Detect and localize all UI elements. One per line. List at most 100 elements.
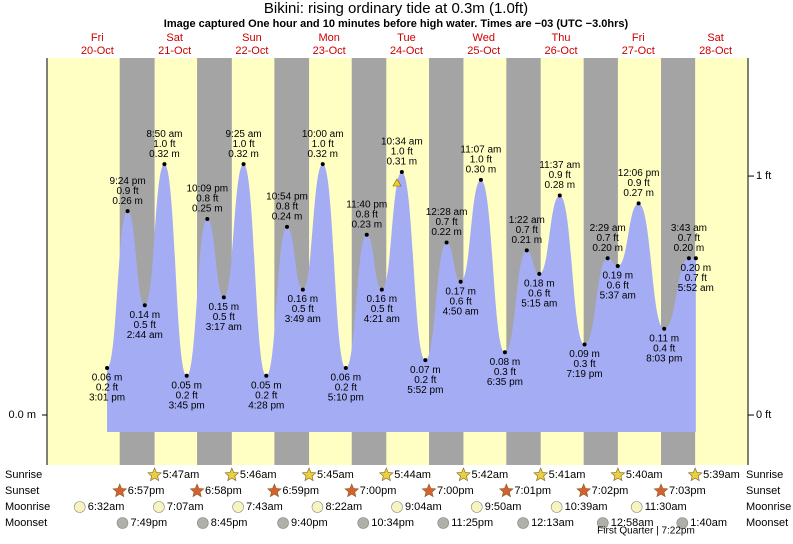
day-name: Sun (242, 32, 262, 44)
tide-label: 0.7 ft (685, 273, 707, 284)
day-name: Thu (552, 32, 571, 44)
moon-icon (391, 501, 403, 513)
row-time: 1:40am (690, 517, 727, 529)
row-time: 5:39am (703, 469, 740, 481)
day-name: Sat (166, 32, 183, 44)
tide-label: 0.7 ft (597, 233, 619, 244)
tide-point (125, 209, 130, 214)
tide-point (241, 162, 246, 167)
tide-point (557, 193, 562, 198)
tide-point (221, 295, 226, 300)
row-time: 7:01pm (514, 485, 551, 497)
tide-label: 0.3 ft (494, 367, 516, 378)
tide-label: 0.2 ft (414, 375, 436, 386)
row-label: Sunset (5, 485, 39, 497)
tide-label: 9:24 pm (110, 176, 146, 187)
tide-point (478, 177, 483, 182)
tide-label: 8:03 pm (646, 353, 682, 364)
chart-title: Bikini: rising ordinary tide at 0.3m (1.… (264, 0, 528, 17)
tide-label: 5:37 am (600, 291, 636, 302)
row-time: 11:25pm (451, 517, 493, 529)
tide-point (582, 342, 587, 347)
tide-label: 0.06 m (92, 373, 123, 384)
row-time: 9:40pm (291, 517, 328, 529)
moon-icon (596, 517, 609, 529)
moon-icon (470, 501, 483, 513)
tide-point (379, 287, 384, 292)
tide-label: 10:09 pm (186, 184, 228, 195)
moon-icon (153, 501, 165, 513)
tide-label: 0.9 ft (116, 186, 138, 197)
tide-point (264, 373, 269, 378)
moon-icon (517, 517, 529, 529)
tide-label: 0.7 ft (435, 217, 457, 228)
tide-label: 12:06 pm (618, 168, 660, 179)
day-name: Fri (91, 32, 104, 44)
tide-label: 0.08 m (490, 357, 521, 368)
sun-icon (378, 467, 394, 482)
tide-label: 8:50 am (146, 129, 182, 140)
moon-phase: First Quarter | 7:22pm (597, 526, 695, 537)
tide-point (142, 303, 147, 308)
row-time: 5:41am (549, 469, 586, 481)
row-time: 6:59pm (282, 485, 319, 497)
row-time: 7:07am (167, 501, 204, 513)
tide-label: 5:52 am (678, 283, 714, 294)
tide-label: 0.6 ft (607, 281, 629, 292)
day-name: Fri (632, 32, 645, 44)
tide-label: 0.7 ft (516, 225, 538, 236)
tide-label: 1.0 ft (470, 154, 492, 165)
tide-label: 10:00 am (302, 129, 344, 140)
tide-label: 0.2 ft (96, 383, 118, 394)
tide-label: 0.2 ft (335, 383, 357, 394)
sun-icon (687, 467, 703, 482)
tide-label: 5:52 pm (407, 385, 443, 396)
tide-label: 0.05 m (251, 380, 282, 391)
tide-label: 0.07 m (410, 365, 441, 376)
tide-label: 0.22 m (431, 227, 462, 238)
tide-label: 0.7 ft (678, 233, 700, 244)
tide-label: 0.20 m (592, 243, 623, 254)
tide-label: 10:54 pm (266, 191, 308, 202)
tide-label: 0.8 ft (276, 201, 298, 212)
sun-icon (147, 467, 163, 482)
tide-label: 11:07 am (460, 144, 501, 155)
day-name: Tue (397, 32, 416, 44)
moon-icon (196, 517, 209, 529)
tide-label: 1.0 ft (232, 139, 254, 150)
row-label-right: Moonrise (746, 501, 791, 513)
tide-label: 0.17 m (445, 286, 476, 297)
day-date: 22-Oct (235, 45, 268, 57)
tide-label: 0.16 m (367, 294, 398, 305)
row-time: 5:45am (317, 469, 354, 481)
tide-point (300, 287, 305, 292)
row-label: Moonrise (5, 501, 50, 513)
moon-icon (550, 501, 563, 513)
tide-point (444, 240, 449, 245)
sun-icon (224, 467, 240, 482)
chart-subtitle: Image captured One hour and 10 minutes b… (164, 18, 629, 30)
tide-label: 0.5 ft (213, 312, 235, 323)
moon-icon (311, 501, 324, 513)
tide-point (423, 358, 428, 363)
tide-label: 3:43 am (671, 223, 707, 234)
tide-label: 0.05 m (171, 380, 202, 391)
sun-icon (421, 483, 437, 498)
tide-label: 0.26 m (112, 196, 143, 207)
row-time: 5:40am (626, 469, 663, 481)
tide-point (184, 373, 189, 378)
sun-icon (610, 467, 626, 482)
tide-label: 7:19 pm (567, 369, 603, 380)
tide-label: 0.3 ft (573, 359, 595, 370)
tide-label: 0.6 ft (528, 289, 550, 300)
sun-icon (301, 467, 317, 482)
day-date: 26-Oct (545, 45, 578, 57)
row-time: 9:50am (485, 501, 522, 513)
day-date: 24-Oct (390, 45, 423, 57)
row-time: 7:00pm (437, 485, 474, 497)
tide-label: 0.27 m (623, 188, 654, 199)
tide-point (105, 365, 110, 370)
row-time: 7:02pm (592, 485, 629, 497)
row-time: 8:45pm (211, 517, 248, 529)
tide-label: 1.0 ft (153, 139, 175, 150)
